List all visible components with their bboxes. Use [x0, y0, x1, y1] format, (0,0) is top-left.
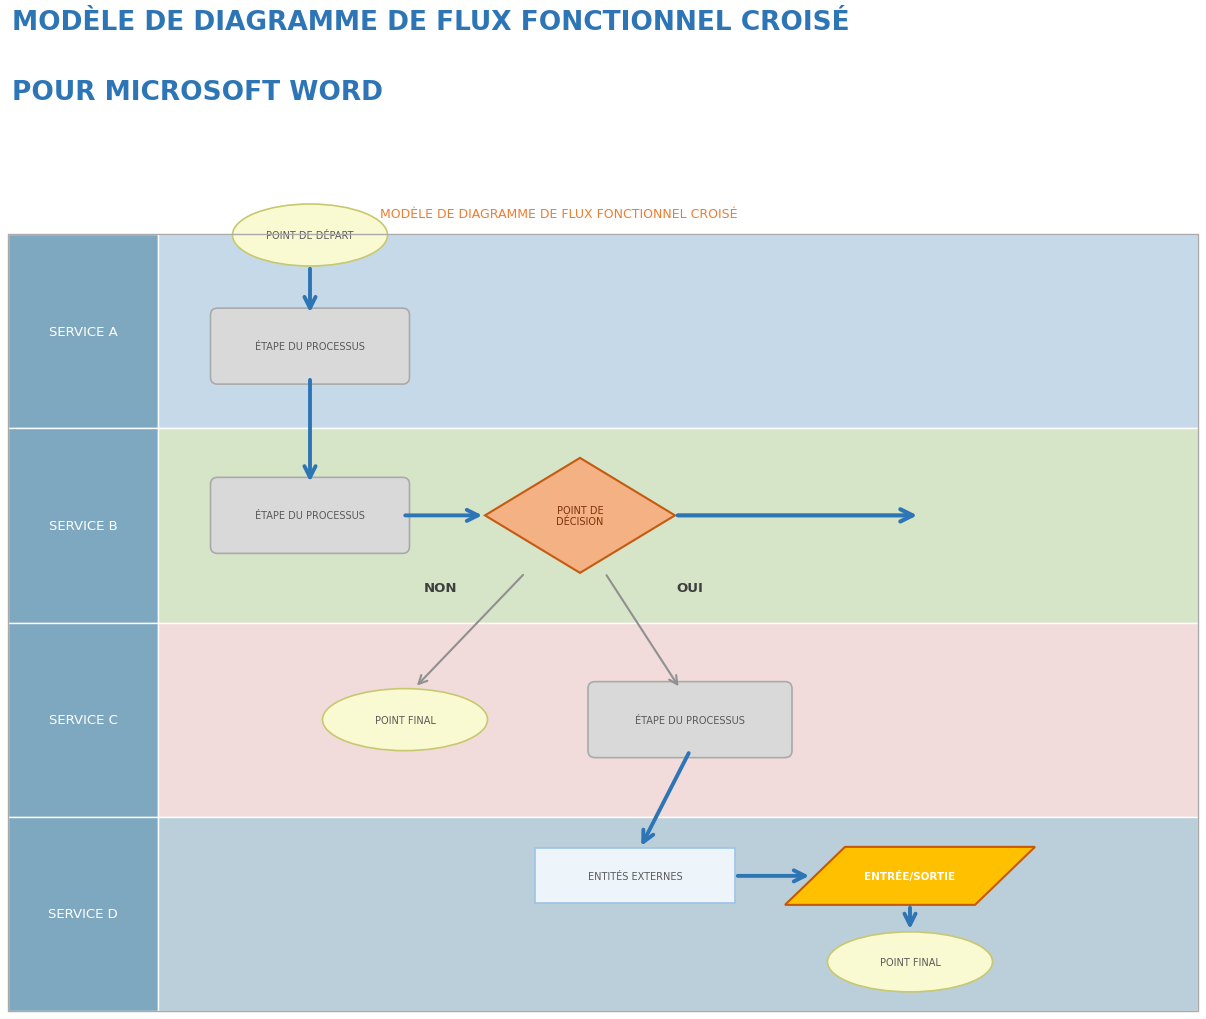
- Bar: [535, 849, 734, 904]
- Text: ÉTAPE DU PROCESSUS: ÉTAPE DU PROCESSUS: [254, 511, 365, 521]
- FancyBboxPatch shape: [211, 478, 410, 554]
- Bar: [158, 234, 1198, 429]
- Bar: [8, 817, 158, 1011]
- Text: POINT DE DÉPART: POINT DE DÉPART: [267, 230, 353, 240]
- Text: MODÈLE DE DIAGRAMME DE FLUX FONCTIONNEL CROISÉ: MODÈLE DE DIAGRAMME DE FLUX FONCTIONNEL …: [12, 10, 849, 36]
- Ellipse shape: [827, 932, 993, 991]
- Text: POINT DE
DÉCISION: POINT DE DÉCISION: [556, 505, 604, 527]
- Text: POINT FINAL: POINT FINAL: [375, 715, 435, 725]
- Text: SERVICE C: SERVICE C: [48, 713, 117, 727]
- Bar: [158, 623, 1198, 817]
- Ellipse shape: [233, 205, 387, 267]
- FancyBboxPatch shape: [589, 682, 792, 758]
- Polygon shape: [485, 459, 675, 574]
- Bar: [158, 817, 1198, 1011]
- Bar: [158, 429, 1198, 623]
- Text: MODÈLE DE DIAGRAMME DE FLUX FONCTIONNEL CROISÉ: MODÈLE DE DIAGRAMME DE FLUX FONCTIONNEL …: [380, 208, 738, 221]
- Ellipse shape: [322, 689, 487, 751]
- Polygon shape: [785, 847, 1035, 905]
- Text: SERVICE A: SERVICE A: [48, 325, 117, 338]
- Bar: [8, 234, 1198, 1011]
- Text: POUR MICROSOFT WORD: POUR MICROSOFT WORD: [12, 79, 384, 106]
- Text: ENTRÉE/SORTIE: ENTRÉE/SORTIE: [865, 870, 955, 881]
- Text: ÉTAPE DU PROCESSUS: ÉTAPE DU PROCESSUS: [636, 715, 745, 725]
- Text: ÉTAPE DU PROCESSUS: ÉTAPE DU PROCESSUS: [254, 341, 365, 352]
- FancyBboxPatch shape: [211, 309, 410, 385]
- Text: SERVICE B: SERVICE B: [48, 520, 117, 532]
- Bar: [8, 234, 158, 429]
- Text: POINT FINAL: POINT FINAL: [879, 957, 941, 967]
- Text: OUI: OUI: [677, 581, 703, 594]
- Bar: [8, 623, 158, 817]
- Text: ENTITÉS EXTERNES: ENTITÉS EXTERNES: [587, 871, 683, 881]
- Bar: [8, 429, 158, 623]
- Text: NON: NON: [423, 581, 457, 594]
- Text: SERVICE D: SERVICE D: [48, 908, 118, 920]
